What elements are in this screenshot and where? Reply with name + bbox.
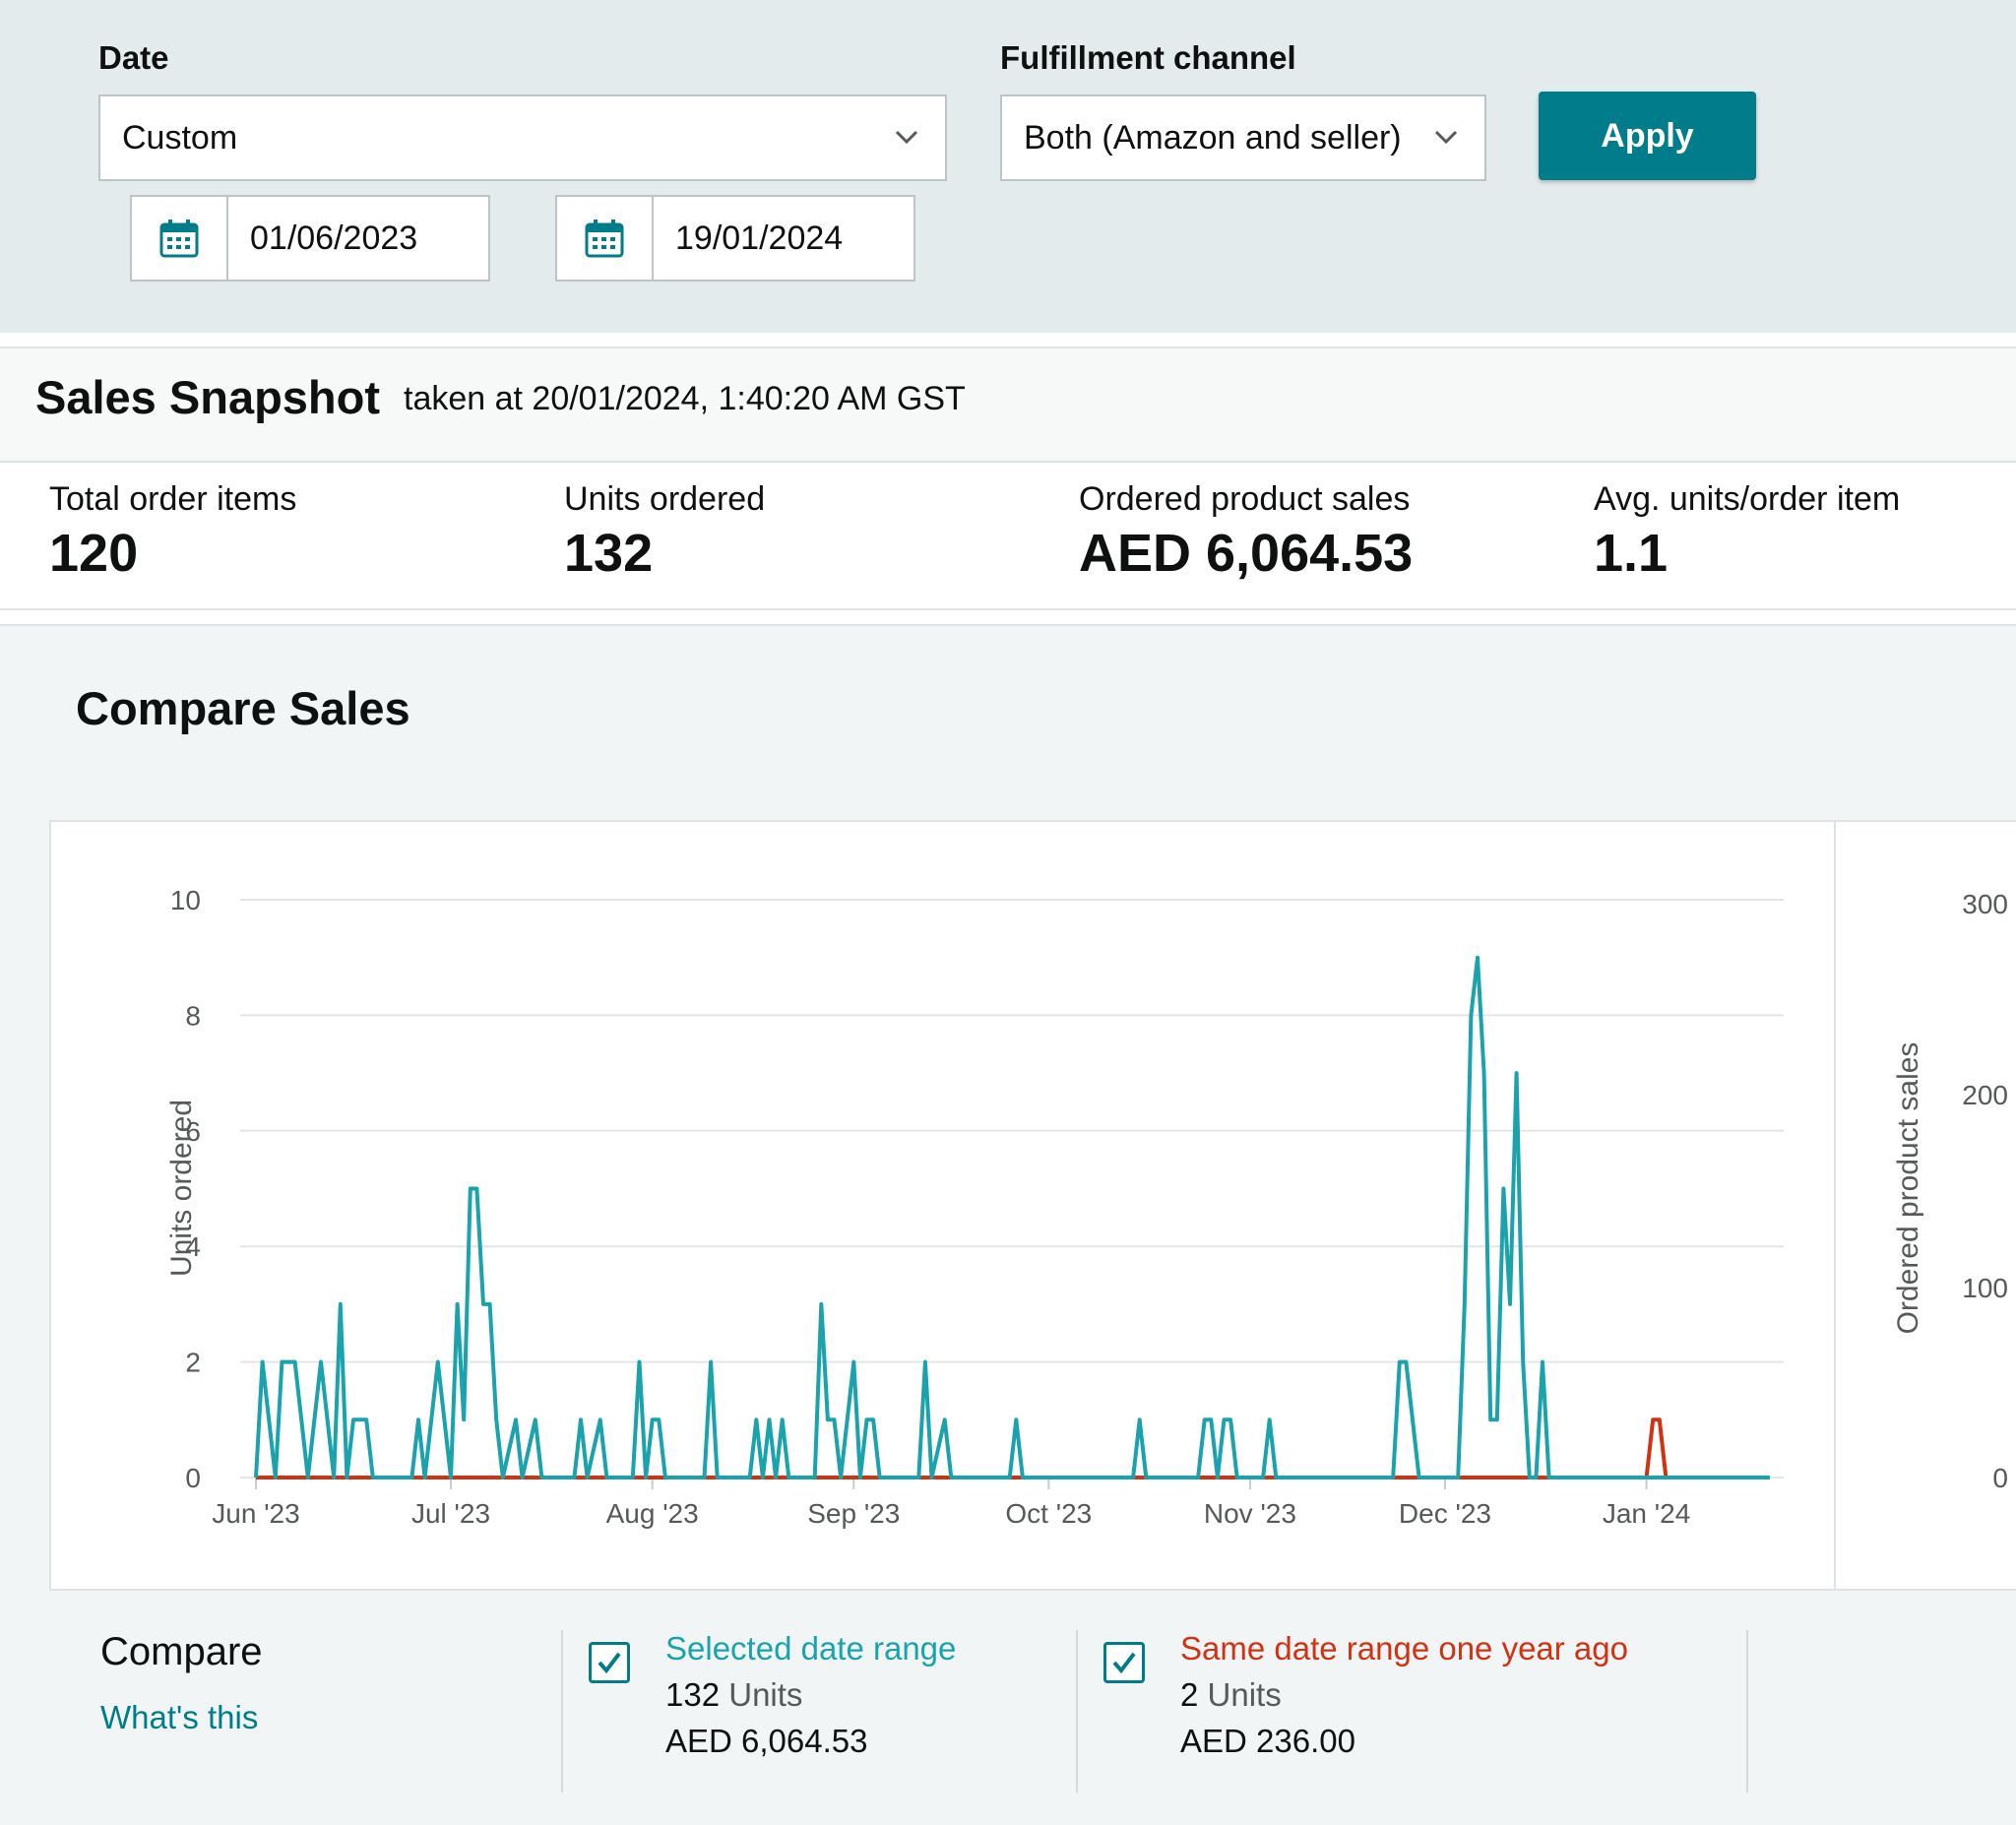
snapshot-metrics: Total order items 120 Units ordered 132 …	[0, 463, 2016, 610]
year-ago-checkbox[interactable]	[1103, 1642, 1145, 1683]
chevron-down-icon	[1434, 130, 1458, 145]
date-range-select-value: Custom	[122, 118, 238, 157]
secondary-axis: Ordered product sales 0 100 200 300	[1892, 889, 2008, 1493]
year-ago-sales: AED 236.00	[1180, 1723, 1355, 1759]
end-date-value: 19/01/2024	[675, 219, 844, 257]
divider	[1746, 1630, 1748, 1793]
compare-sales-section: Compare Sales 0 2 4 6 8 10 Jun '23 Jul '23 Aug …	[0, 624, 2016, 1825]
units-word: Units	[1207, 1676, 1282, 1713]
y-tick-label: 8	[185, 1000, 201, 1031]
metric-avg-units-per-order-item: Avg. units/order item 1.1	[1594, 480, 1900, 584]
checkmark-icon	[598, 1652, 621, 1674]
metric-label: Avg. units/order item	[1594, 480, 1901, 518]
units-ordered-chart: 0 2 4 6 8 10 Jun '23 Jul '23 Aug '23 Sep '23 Oct …	[165, 885, 1784, 1529]
metric-value: AED 6,064.53	[1079, 524, 1414, 583]
y2-tick-label: 100	[1962, 1273, 2008, 1303]
series-line	[254, 955, 1770, 1479]
compare-label: Compare	[100, 1630, 263, 1673]
fulfillment-channel-label: Fulfillment channel	[1000, 39, 1296, 76]
metric-units-ordered: Units ordered 132	[564, 480, 765, 584]
divider	[561, 1630, 563, 1793]
whats-this-link[interactable]: What's this	[100, 1699, 259, 1735]
calendar-icon[interactable]	[557, 197, 654, 280]
metric-value: 120	[49, 524, 139, 583]
fulfillment-channel-select[interactable]: Both (Amazon and seller)	[1000, 94, 1486, 181]
x-tick-label: Jan '24	[1603, 1498, 1690, 1529]
chevron-down-icon	[895, 130, 918, 145]
date-range-select[interactable]: Custom	[98, 94, 947, 181]
y-axis-ticks: 0 2 4 6 8 10	[170, 885, 201, 1493]
selected-range-checkbox[interactable]	[589, 1642, 630, 1683]
secondary-axis-label: Ordered product sales	[1892, 1042, 1924, 1335]
sales-snapshot-title: Sales Snapshot	[35, 371, 380, 423]
y-tick-label: 2	[185, 1348, 201, 1378]
x-tick-label: Aug '23	[606, 1498, 699, 1529]
calendar-icon[interactable]	[132, 197, 228, 280]
metric-value: 132	[564, 524, 654, 583]
sales-snapshot-header: Sales Snapshot taken at 20/01/2024, 1:40…	[0, 346, 2016, 463]
secondary-axis-panel: Ordered product sales 0 100 200 300	[1834, 820, 2016, 1591]
units-value: 132	[665, 1676, 721, 1713]
metric-ordered-product-sales: Ordered product sales AED 6,064.53	[1079, 480, 1413, 584]
units-value: 2	[1180, 1676, 1199, 1713]
selected-range-name: Selected date range	[665, 1630, 957, 1667]
start-date-field[interactable]: 01/06/2023	[130, 195, 490, 282]
selected-range-sales: AED 6,064.53	[665, 1723, 868, 1759]
metric-label: Units ordered	[564, 480, 766, 518]
date-label: Date	[98, 39, 169, 76]
snapshot-timestamp: taken at 20/01/2024, 1:40:20 AM GST	[404, 380, 966, 417]
y2-tick-label: 200	[1962, 1080, 2008, 1110]
year-ago-name: Same date range one year ago	[1180, 1630, 1628, 1667]
chart-series	[254, 955, 1770, 1479]
fulfillment-channel-select-value: Both (Amazon and seller)	[1024, 118, 1402, 157]
end-date-field[interactable]: 19/01/2024	[555, 195, 915, 282]
chart-panel: 0 2 4 6 8 10 Jun '23 Jul '23 Aug '23 Sep '23 Oct …	[49, 820, 1884, 1591]
start-date-value: 01/06/2023	[250, 219, 418, 257]
metric-label: Total order items	[49, 480, 297, 518]
y-axis-label: Units ordered	[165, 1100, 198, 1277]
y-tick-label: 6	[185, 1116, 201, 1147]
compare-legend: Compare What's this Selected date range …	[0, 1610, 2016, 1825]
x-tick-label: Oct '23	[1005, 1498, 1092, 1529]
x-tick-label: Nov '23	[1204, 1498, 1296, 1529]
x-tick-label: Jul '23	[411, 1498, 490, 1529]
x-axis-ticks: Jun '23 Jul '23 Aug '23 Sep '23 Oct '23 Nov '…	[212, 1478, 1690, 1529]
year-ago-units: 2 Units	[1180, 1676, 1282, 1714]
metric-total-order-items: Total order items 120	[49, 480, 296, 584]
y-tick-label: 10	[170, 885, 201, 915]
x-tick-label: Sep '23	[807, 1498, 900, 1529]
metric-label: Ordered product sales	[1079, 480, 1411, 518]
selected-range-units: 132 Units	[665, 1676, 802, 1714]
secondary-axis-ticks: 0 100 200 300	[1962, 889, 2008, 1493]
y2-tick-label: 0	[1992, 1463, 2008, 1493]
metric-value: 1.1	[1594, 524, 1669, 583]
compare-sales-title: Compare Sales	[76, 682, 410, 734]
x-tick-label: Dec '23	[1399, 1498, 1491, 1529]
units-word: Units	[728, 1676, 803, 1713]
apply-button[interactable]: Apply	[1539, 92, 1756, 180]
y-tick-label: 0	[185, 1463, 201, 1493]
x-tick-label: Jun '23	[212, 1498, 299, 1529]
checkmark-icon	[1112, 1652, 1136, 1674]
y2-tick-label: 300	[1962, 889, 2008, 919]
y-tick-label: 4	[185, 1231, 201, 1262]
divider	[1076, 1630, 1078, 1793]
filter-bar: Date Custom 01/06/2023 19/01/2024 Fulfil…	[0, 0, 2016, 333]
